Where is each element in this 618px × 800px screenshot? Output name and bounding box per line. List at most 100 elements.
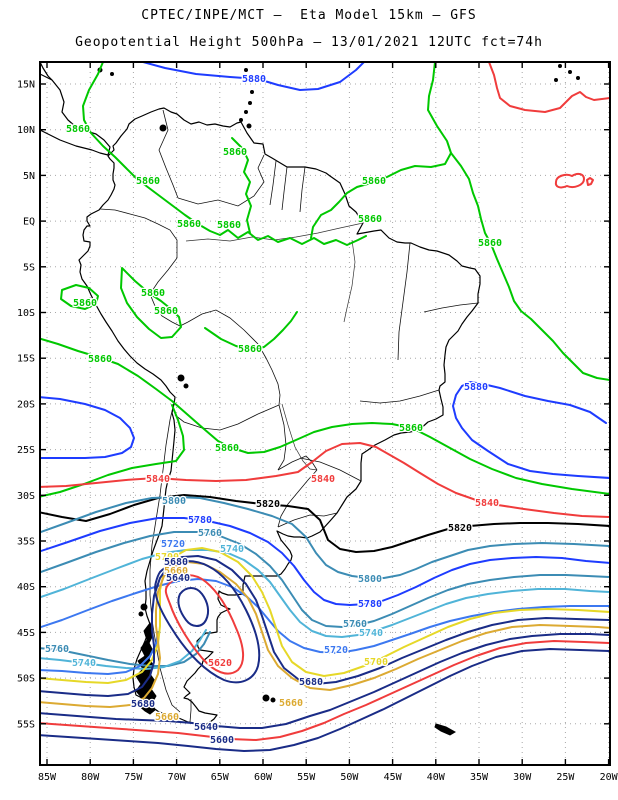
contour-value-label: 5820: [256, 499, 280, 510]
country-border: [158, 109, 179, 199]
contour-line-5800: [41, 496, 609, 579]
contour-value-label: 5860: [177, 219, 201, 230]
country-border: [299, 166, 306, 213]
lon-axis-label: 20W: [600, 772, 618, 783]
lat-axis-label: 15N: [17, 80, 35, 91]
island-dot: [558, 64, 562, 68]
contour-line-5880: [452, 381, 609, 479]
island-dot: [110, 72, 114, 76]
contour-value-label: 5740: [359, 628, 383, 639]
lat-axis-label: 20S: [17, 399, 35, 410]
contour-line-5880: [142, 63, 365, 91]
lon-axis-label: 80W: [81, 772, 100, 783]
contour-value-label: 5740: [72, 658, 96, 669]
contour-line-5860: [41, 337, 609, 495]
contour-line-5640: [154, 560, 261, 684]
lon-axis-label: 55W: [297, 772, 316, 783]
contour-value-label: 5860: [88, 354, 112, 365]
contour-value-label: 5620: [208, 658, 232, 669]
contour-value-label: 5860: [358, 214, 382, 225]
island-dot: [248, 101, 252, 105]
contour-value-label: 5860: [215, 443, 239, 454]
contour-line-5900: [554, 172, 585, 189]
contour-value-label: 5800: [358, 574, 382, 585]
contour-value-label: 5680: [164, 557, 188, 568]
lon-axis-label: 30W: [513, 772, 532, 783]
lat-axis-label: 10S: [17, 308, 35, 319]
lat-axis-label: 10N: [17, 125, 35, 136]
contour-value-label: 5660: [155, 712, 179, 723]
contour-value-label: 5860: [362, 176, 386, 187]
contour-value-label: 5860: [238, 344, 262, 355]
contour-value-label: 5760: [45, 644, 69, 655]
contour-line-5880: [41, 396, 135, 459]
contour-value-label: 5740: [220, 544, 244, 555]
contour-value-label: 5880: [464, 382, 488, 393]
contour-value-label: 5840: [475, 498, 499, 509]
lat-axis-label: 5S: [23, 262, 35, 273]
contour-label-layer: 5880 5880 5860 5860 5860 5860 5860 5860 5860 5860…: [44, 73, 504, 748]
island-dot: [576, 76, 580, 80]
lon-axis-label: 75W: [124, 772, 143, 783]
country-border: [277, 469, 318, 528]
island-dot: [244, 110, 248, 114]
contour-value-label: 5860: [223, 147, 247, 158]
chart-subtitle: Geopotential Height 500hPa – 13/01/2021 …: [75, 35, 543, 50]
country-border: [277, 455, 318, 471]
contour-value-label: 5860: [141, 288, 165, 299]
contour-line-5900: [586, 177, 594, 186]
lat-axis-label: 5N: [23, 171, 35, 182]
island-dot: [244, 68, 248, 72]
lon-axis-label: 25W: [556, 772, 575, 783]
lat-axis-label: 25S: [17, 445, 35, 456]
lon-axis-label: 85W: [38, 772, 57, 783]
river-line: [343, 239, 356, 323]
island-dot: [239, 118, 243, 122]
contour-line-5640: [41, 633, 609, 729]
country-border: [149, 397, 181, 713]
chart-title: CPTEC/INPE/MCT – Eta Model 15km – GFS: [141, 8, 477, 23]
contour-line-5700: [41, 547, 609, 684]
island-dot: [568, 70, 572, 74]
contour-line-5660: [41, 561, 609, 708]
lat-axis-label: 55S: [17, 719, 35, 730]
contour-value-label: 5720: [161, 539, 185, 550]
contour-value-label: 5820: [448, 523, 472, 534]
lon-axis-label: 70W: [168, 772, 187, 783]
contour-line-5600: [177, 587, 210, 627]
lat-axis-label: 40S: [17, 582, 35, 593]
lon-axis-label: 45W: [384, 772, 403, 783]
contour-line-5680: [41, 555, 609, 697]
island-dot: [270, 697, 276, 703]
contour-line-5860: [41, 404, 185, 498]
lon-axis-label: 50W: [340, 772, 359, 783]
contour-line-5820: [41, 494, 609, 553]
island-dot: [177, 374, 185, 382]
island-shape: [434, 723, 456, 736]
contour-value-label: 5700: [364, 657, 388, 668]
contour-value-label: 5600: [210, 735, 234, 746]
contour-value-label: 5780: [358, 599, 382, 610]
contour-line-5620: [41, 640, 609, 741]
contour-line-5860: [204, 311, 298, 351]
coastline: [78, 107, 481, 725]
country-border: [359, 389, 440, 404]
country-border: [189, 699, 192, 723]
lon-axis-label: 35W: [470, 772, 489, 783]
country-border: [149, 257, 189, 327]
contour-value-label: 5700: [155, 552, 179, 563]
contour-line-5860: [310, 63, 452, 239]
island-dot: [138, 611, 144, 617]
contour-line-5760: [41, 631, 211, 667]
lat-axis-label: 15S: [17, 354, 35, 365]
island-dot: [140, 603, 148, 611]
lon-axis-label: 65W: [211, 772, 230, 783]
contour-line-5600: [41, 648, 609, 752]
axis-layer: 85W 80W 75W 70W 65W 60W 55W 50W 45W 40W 35W 30W 25W 2…: [17, 61, 618, 783]
lat-axis-label: 35S: [17, 537, 35, 548]
lat-axis-label: 50S: [17, 674, 35, 685]
contour-value-label: 5860: [66, 124, 90, 135]
contour-value-label: 5880: [242, 74, 266, 85]
